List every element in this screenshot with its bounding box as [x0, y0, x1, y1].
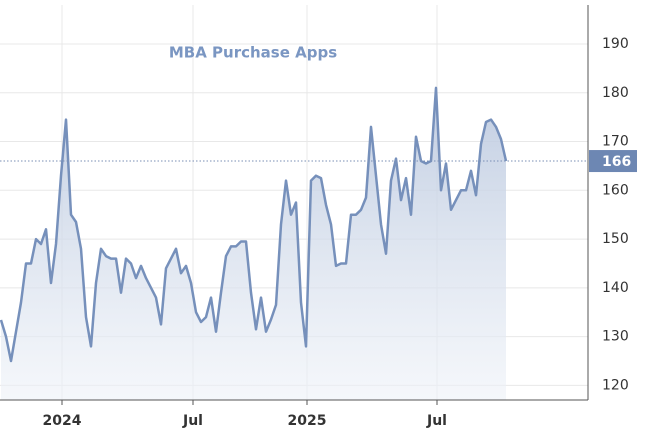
x-tick-label: 2025: [288, 413, 327, 429]
data-line: [0, 86, 508, 363]
y-tick-label: 190: [602, 36, 629, 52]
y-tick-label: 160: [602, 182, 629, 198]
x-tick-label: Jul: [182, 413, 203, 429]
area-fill: [1, 87, 506, 401]
y-tick-label: 140: [602, 280, 629, 296]
y-tick-label: 150: [602, 231, 629, 247]
y-tick-label: 180: [602, 85, 629, 101]
y-tick-label: 170: [602, 134, 629, 150]
last-value-label: 166: [602, 154, 631, 170]
chart-title: MBA Purchase Apps: [169, 44, 337, 62]
y-tick-label: 130: [602, 329, 629, 345]
x-tick-label: 2024: [43, 413, 82, 429]
x-tick-label: Jul: [426, 413, 447, 429]
y-tick-label: 120: [602, 377, 629, 393]
last-value-box: [589, 150, 637, 173]
